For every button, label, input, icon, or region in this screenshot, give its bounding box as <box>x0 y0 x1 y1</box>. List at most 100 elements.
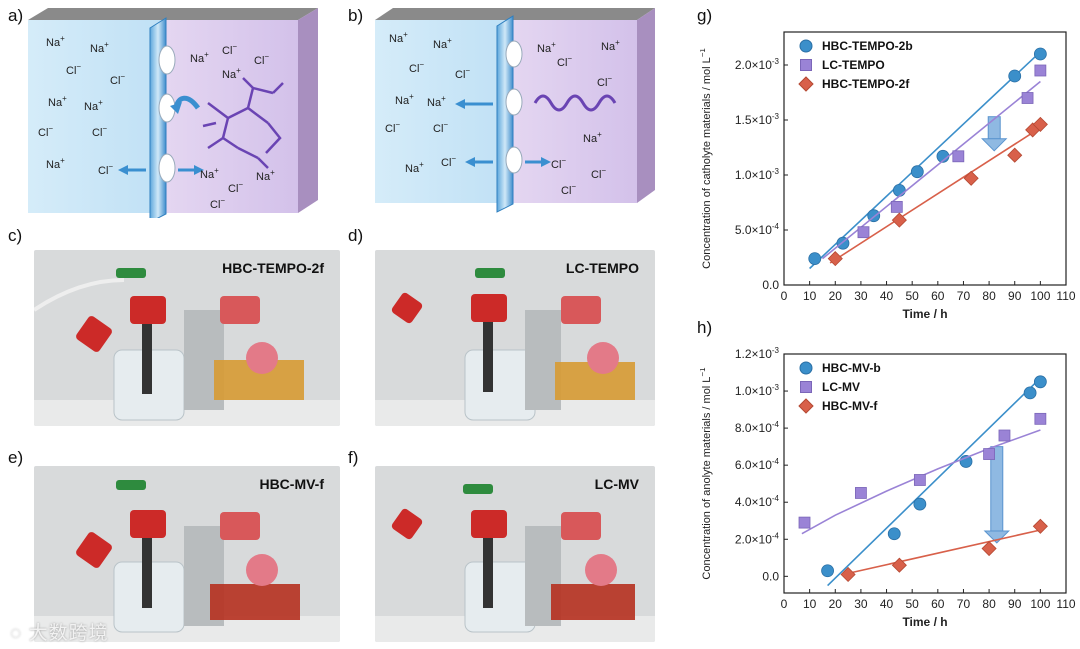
svg-text:Na+: Na+ <box>84 98 103 113</box>
membrane-schematic-a: Na+ Na+ Cl− Cl− Na+ Na+ Cl− Cl− Na+ Cl− … <box>28 8 318 218</box>
data-point-LC-MV <box>855 487 867 499</box>
data-point-LC-TEMPO <box>1034 64 1047 77</box>
x-tick-label: 100 <box>1030 597 1050 611</box>
x-tick-label: 110 <box>1056 597 1075 611</box>
x-tick-label: 80 <box>982 597 996 611</box>
x-tick-label: 10 <box>803 289 817 303</box>
svg-text:Cl−: Cl− <box>66 62 81 77</box>
svg-text:Cl−: Cl− <box>38 124 53 139</box>
y-tick-label: 1.5×10-3 <box>735 112 780 127</box>
ion-label: Na+ <box>46 34 65 49</box>
data-point-HBC-MV-f <box>1032 518 1048 534</box>
svg-text:Cl−: Cl− <box>433 120 448 135</box>
x-axis-label: Time / h <box>902 615 947 629</box>
svg-text:Na+: Na+ <box>433 36 452 51</box>
data-point-LC-TEMPO <box>952 150 965 163</box>
fit-line-HBC-MV-b <box>827 377 1041 587</box>
x-tick-label: 20 <box>829 597 843 611</box>
x-tick-label: 80 <box>982 289 996 303</box>
svg-text:Cl−: Cl− <box>222 42 237 57</box>
panel-label-g: g) <box>697 6 713 25</box>
svg-text:Na+: Na+ <box>222 66 241 81</box>
data-point-LC-MV <box>998 429 1011 442</box>
legend-marker-HBC-TEMPO-2f <box>798 76 814 92</box>
photo-title-d: LC-TEMPO <box>565 260 639 276</box>
y-axis-label: Concentration of anolyte materials / mol… <box>700 367 713 580</box>
y-tick-label: 0.0 <box>762 278 779 292</box>
panel-label-f: f) <box>348 448 359 467</box>
panel-label-e: e) <box>8 448 24 467</box>
svg-text:Na+: Na+ <box>256 168 275 183</box>
y-tick-label: 4.0×10-4 <box>735 494 780 509</box>
data-point-HBC-MV-b <box>913 497 927 511</box>
plot-frame <box>783 353 1067 594</box>
data-point-LC-TEMPO <box>890 200 903 213</box>
data-point-HBC-TEMPO-2f <box>1032 116 1048 132</box>
data-point-HBC-MV-f <box>981 540 997 557</box>
photo-title-c: HBC-TEMPO-2f <box>222 260 324 276</box>
svg-text:Cl−: Cl− <box>98 162 113 177</box>
x-tick-label: 0 <box>781 597 788 611</box>
chart-g: 0 10 20 30 40 50 60 70 80 90 100 110 0.0 5.0×10-4 1.0×… <box>700 31 1076 321</box>
data-point-LC-MV <box>798 516 811 529</box>
x-tick-label: 50 <box>906 597 920 611</box>
data-point-HBC-MV-f <box>840 566 856 583</box>
svg-text:Cl−: Cl− <box>92 124 107 139</box>
plot-frame <box>783 31 1067 286</box>
x-axis-label: Time / h <box>902 307 947 321</box>
y-tick-label: 2.0×10-4 <box>735 531 780 546</box>
data-point-HBC-MV-f <box>891 557 907 573</box>
y-tick-label: 0.0 <box>762 569 779 583</box>
x-tick-label: 30 <box>854 289 868 303</box>
panel-label-c: c) <box>8 226 23 245</box>
x-tick-label: 30 <box>854 597 868 611</box>
legend-marker-HBC-MV-f <box>798 398 814 414</box>
svg-text:Cl−: Cl− <box>455 66 470 81</box>
photo-title-f: LC-MV <box>594 476 639 492</box>
data-point-HBC-TEMPO-2b <box>808 252 822 266</box>
panel-label-d: d) <box>348 226 364 245</box>
data-point-LC-TEMPO <box>857 226 870 239</box>
x-tick-label: 40 <box>880 597 894 611</box>
data-point-HBC-TEMPO-2f <box>963 170 979 186</box>
data-point-HBC-MV-b <box>821 564 834 578</box>
data-point-HBC-TEMPO-2f <box>827 251 843 267</box>
membrane-schematic-b: Na+ Na+ Cl− Cl− Na+ Na+ Cl− Cl− Na+ Cl− … <box>375 8 655 213</box>
svg-text:Na+: Na+ <box>427 94 446 109</box>
svg-text:Cl−: Cl− <box>210 196 225 211</box>
legend-marker-HBC-TEMPO-2b <box>799 39 813 53</box>
legend-label-HBC-TEMPO-2b: HBC-TEMPO-2b <box>822 39 913 53</box>
data-point-HBC-TEMPO-2b <box>1008 69 1022 83</box>
svg-text:Cl−: Cl− <box>409 60 424 75</box>
x-tick-label: 10 <box>803 597 817 611</box>
svg-text:Cl−: Cl− <box>385 120 400 135</box>
svg-text:Cl−: Cl− <box>597 74 612 89</box>
photo-e: HBC-MV-f <box>34 466 340 642</box>
svg-text:Na+: Na+ <box>601 38 620 53</box>
svg-text:Na+: Na+ <box>583 130 602 145</box>
x-tick-label: 40 <box>880 289 894 303</box>
branched-polymer-icon <box>202 77 284 169</box>
x-tick-label: 50 <box>906 289 920 303</box>
svg-text:Na+: Na+ <box>46 156 65 171</box>
trend-arrow-head <box>981 138 1008 152</box>
x-tick-label: 100 <box>1030 289 1050 303</box>
panel-label-b: b) <box>348 6 364 25</box>
data-point-HBC-MV-b <box>1033 375 1047 389</box>
svg-text:Cl−: Cl− <box>228 180 243 195</box>
svg-text:Na+: Na+ <box>90 40 109 55</box>
data-point-HBC-TEMPO-2b <box>892 183 906 197</box>
y-tick-label: 6.0×10-4 <box>735 457 780 472</box>
photo-d: LC-TEMPO <box>375 250 655 426</box>
y-tick-label: 5.0×10-4 <box>735 222 780 237</box>
x-tick-label: 90 <box>1008 289 1022 303</box>
y-tick-label: 1.0×10-3 <box>735 167 780 182</box>
data-point-HBC-TEMPO-2b <box>910 165 924 179</box>
svg-text:Na+: Na+ <box>537 40 556 55</box>
x-tick-label: 0 <box>781 289 788 303</box>
data-point-LC-TEMPO <box>1021 92 1034 104</box>
photo-c: HBC-TEMPO-2f <box>34 250 340 426</box>
data-point-LC-MV <box>913 474 926 486</box>
legend-label-LC-TEMPO: LC-TEMPO <box>822 58 885 72</box>
fit-line-LC-TEMPO <box>821 80 1041 260</box>
